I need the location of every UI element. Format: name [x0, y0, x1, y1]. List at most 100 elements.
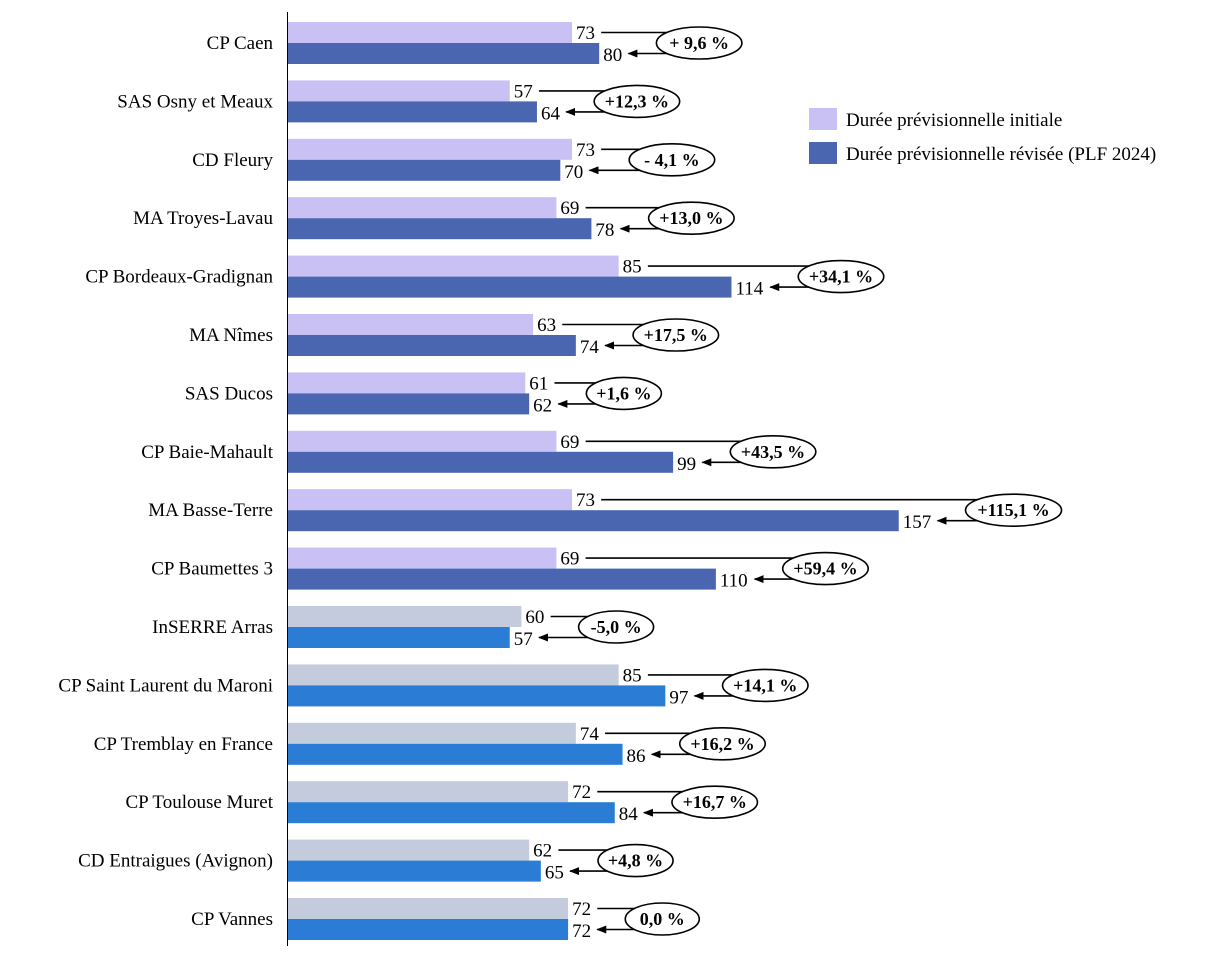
bar-initial [288, 664, 619, 686]
value-label-revised: 86 [627, 746, 646, 767]
category-label: CP Toulouse Muret [125, 792, 273, 813]
category-label: MA Basse-Terre [148, 500, 273, 521]
variation-bubble [597, 843, 674, 878]
value-label-revised: 114 [735, 279, 763, 300]
variation-label: +16,2 % [690, 734, 754, 754]
bar-initial [288, 197, 557, 219]
bar-initial [288, 781, 569, 803]
bar-initial [288, 372, 526, 394]
value-label-initial: 72 [572, 899, 591, 920]
variation-label: 0,0 % [640, 909, 685, 929]
category-label: CD Fleury [192, 150, 273, 171]
variation-label: +59,4 % [793, 559, 857, 579]
bar-initial [288, 22, 572, 43]
value-label-revised: 65 [545, 863, 564, 884]
value-label-initial: 85 [623, 257, 642, 278]
value-label-revised: 97 [669, 687, 688, 708]
value-label-revised: 74 [580, 337, 600, 358]
bar-revised [288, 568, 716, 590]
category-label: SAS Osny et Meaux [117, 91, 273, 112]
variation-label: + 9,6 % [669, 33, 729, 53]
legend-swatch-revised [809, 142, 837, 164]
variation-bubble [964, 493, 1063, 528]
category-label: MA Troyes-Lavau [133, 208, 273, 229]
value-label-initial: 73 [576, 23, 595, 44]
bar-revised [288, 101, 537, 123]
value-label-revised: 110 [720, 571, 748, 592]
legend-label-revised: Durée prévisionnelle révisée (PLF 2024) [846, 144, 1156, 165]
category-label: CP Tremblay en France [94, 734, 273, 755]
variation-bubble [655, 26, 743, 60]
bar-initial [288, 547, 557, 569]
variation-bubble [624, 902, 701, 936]
bar-initial [288, 722, 576, 744]
bar-revised [288, 451, 674, 473]
variation-bubble [671, 785, 759, 820]
category-label: InSERRE Arras [152, 617, 273, 638]
variation-label: +1,6 % [596, 383, 651, 403]
bar-revised [288, 685, 666, 707]
bar-initial [288, 839, 530, 861]
value-label-initial: 57 [514, 81, 533, 102]
value-label-revised: 62 [533, 395, 552, 416]
variation-label: +13,0 % [659, 208, 723, 228]
value-label-revised: 70 [564, 162, 583, 183]
variation-label: +14,1 % [733, 675, 797, 695]
legend: Durée prévisionnelle initiale Durée prév… [809, 108, 1156, 165]
bar-initial [288, 314, 534, 335]
variation-bubble [585, 376, 663, 411]
bar-initial [288, 898, 569, 919]
variation-bubble [632, 318, 720, 352]
category-label: CP Baumettes 3 [151, 559, 273, 580]
variation-label: +17,5 % [644, 325, 708, 345]
bar-revised [288, 276, 732, 298]
variation-label: +115,1 % [977, 500, 1049, 520]
value-label-initial: 85 [623, 665, 642, 686]
legend-label-initial: Durée prévisionnelle initiale [846, 110, 1062, 131]
bar-revised [288, 159, 561, 181]
variation-bubble [797, 259, 885, 294]
legend-swatch-initial [809, 108, 837, 130]
bar-revised [288, 802, 615, 824]
category-label: CP Baie-Mahault [141, 442, 273, 463]
category-label: CP Saint Laurent du Maroni [58, 675, 273, 696]
variation-bubble [729, 434, 817, 469]
variation-bubble [593, 84, 681, 119]
value-label-initial: 73 [576, 490, 595, 511]
bar-revised [288, 627, 510, 648]
variation-bubble [647, 201, 735, 235]
variation-bubble [781, 551, 870, 586]
value-label-initial: 74 [580, 724, 600, 745]
value-label-revised: 57 [514, 629, 533, 650]
value-label-initial: 69 [560, 198, 579, 219]
bar-initial [288, 80, 510, 102]
bar-revised [288, 860, 541, 882]
variation-bubble [577, 610, 655, 644]
bar-revised [288, 393, 530, 415]
value-label-initial: 61 [529, 373, 548, 394]
bar-initial [288, 606, 522, 627]
bar-revised [288, 743, 623, 765]
category-label: CP Vannes [191, 909, 273, 930]
category-label: SAS Ducos [185, 383, 273, 404]
bar-revised [288, 218, 592, 240]
value-label-initial: 62 [533, 841, 552, 862]
category-label: MA Nîmes [189, 325, 273, 346]
bar-initial [288, 255, 619, 277]
value-label-initial: 72 [572, 782, 591, 803]
value-label-revised: 84 [619, 804, 639, 825]
bar-revised [288, 919, 569, 940]
value-label-initial: 69 [560, 432, 579, 453]
value-label-revised: 157 [903, 512, 932, 533]
value-label-revised: 80 [603, 45, 622, 66]
variation-label: -5,0 % [591, 617, 642, 637]
value-label-revised: 99 [677, 454, 696, 475]
variation-label: +16,7 % [683, 792, 747, 812]
variation-bubble [721, 668, 809, 703]
variation-label: +43,5 % [741, 442, 805, 462]
bar-initial [288, 138, 572, 160]
bar-revised [288, 335, 576, 356]
bar-revised [288, 510, 899, 532]
value-label-revised: 64 [541, 103, 561, 124]
category-label: CP Caen [207, 33, 274, 54]
